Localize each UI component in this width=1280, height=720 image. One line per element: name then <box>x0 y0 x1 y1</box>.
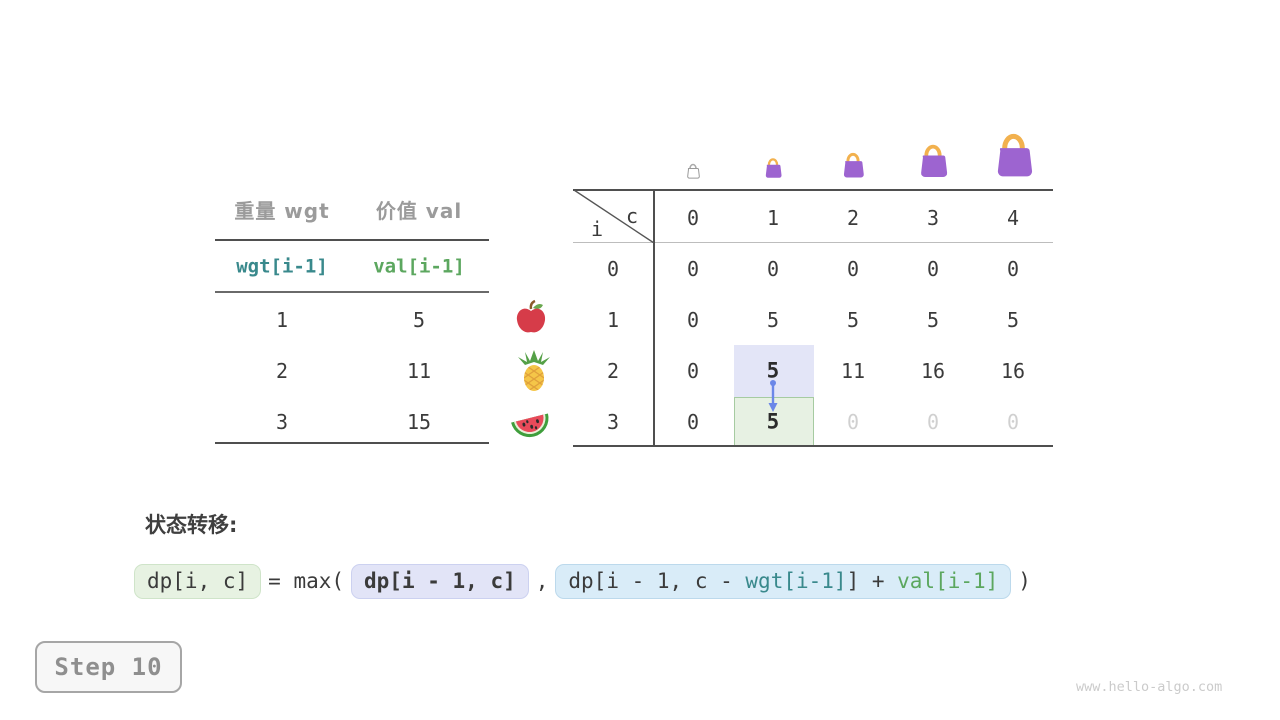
items-index-val: val[i-1] <box>373 255 465 278</box>
formula-arg2-val: val[i-1] <box>897 568 999 593</box>
state-transition-formula: dp[i, c] = max( dp[i - 1, c] , dp[i - 1,… <box>134 558 1038 604</box>
dp-row-header-1: 1 <box>606 308 620 332</box>
dp-cell-i0-c1: 0 <box>766 257 780 281</box>
apple-icon <box>516 299 546 333</box>
formula-arg2-box: dp[i - 1, c - wgt[i-1]] + val[i-1] <box>555 563 1012 599</box>
items-index-wgt: wgt[i-1] <box>236 255 328 278</box>
items-col-header-value: 价值 val <box>375 199 463 223</box>
formula-arg2-prefix: dp[i - 1, c - <box>568 568 746 593</box>
formula-comma: , <box>535 569 549 593</box>
bag-size2-icon <box>843 152 864 178</box>
items-table-rule-top <box>215 239 489 241</box>
formula-arg2-wgt: wgt[i-1] <box>745 568 847 593</box>
watermelon-icon <box>511 413 549 438</box>
bag-size3-icon <box>921 144 948 177</box>
formula-lhs-box: dp[i, c] <box>134 563 262 599</box>
items-col-header-weight: 重量 wgt <box>234 199 330 223</box>
items-table-rule-bottom <box>215 442 489 444</box>
item-3-weight: 3 <box>275 410 289 434</box>
dp-col-header-3: 3 <box>926 206 940 230</box>
dp-corner-row-var: i <box>590 217 604 241</box>
dp-cell-i1-c2: 5 <box>846 308 860 332</box>
dp-cell-i0-c3: 0 <box>926 257 940 281</box>
dp-cell-i2-c0: 0 <box>686 359 700 383</box>
formula-arg1-box: dp[i - 1, c] <box>351 563 529 599</box>
items-table-rule-mid <box>215 291 489 293</box>
dp-cell-i3-c3: 0 <box>926 410 940 434</box>
bag-size4-icon <box>997 133 1033 177</box>
dp-cell-i1-c0: 0 <box>686 308 700 332</box>
dp-cell-i0-c4: 0 <box>1006 257 1020 281</box>
formula-equals-max: = max( <box>268 569 345 593</box>
pineapple-icon <box>518 350 550 391</box>
step-badge: Step 10 <box>35 641 182 693</box>
watermark: www.hello-algo.com <box>1076 679 1223 695</box>
item-2-value: 11 <box>406 359 432 383</box>
item-2-weight: 2 <box>275 359 289 383</box>
dp-row-header-2: 2 <box>606 359 620 383</box>
item-1-weight: 1 <box>275 308 289 332</box>
dp-row-header-3: 3 <box>606 410 620 434</box>
item-3-value: 15 <box>406 410 432 434</box>
dp-col-header-1: 1 <box>766 206 780 230</box>
dp-cell-i2-c4: 16 <box>1000 359 1026 383</box>
dp-corner-diagonal <box>574 190 654 243</box>
dp-col-header-2: 2 <box>846 206 860 230</box>
dp-table-rule-header <box>573 242 1053 244</box>
dp-cell-i0-c2: 0 <box>846 257 860 281</box>
dp-row-header-0: 0 <box>606 257 620 281</box>
dp-table-rule-bottom <box>573 445 1053 447</box>
dp-cell-i2-c3: 16 <box>920 359 946 383</box>
state-transition-label: 状态转移: <box>145 513 238 537</box>
dp-cell-i2-c1-source: 5 <box>766 358 780 383</box>
dp-col-header-4: 4 <box>1006 206 1020 230</box>
item-1-value: 5 <box>412 308 426 332</box>
dp-cell-i3-c0: 0 <box>686 410 700 434</box>
dp-col-header-0: 0 <box>686 206 700 230</box>
dp-cell-i1-c1: 5 <box>766 308 780 332</box>
formula-arg2-mid: ] + <box>846 568 898 593</box>
dp-cell-i1-c3: 5 <box>926 308 940 332</box>
bag-empty-icon <box>687 163 700 179</box>
dp-cell-i1-c4: 5 <box>1006 308 1020 332</box>
dp-corner-col-var: c <box>625 204 639 228</box>
transition-arrow-icon <box>768 380 778 412</box>
dp-cell-i3-c1-target: 5 <box>766 409 780 434</box>
dp-cell-i3-c2: 0 <box>846 410 860 434</box>
formula-close-paren: ) <box>1018 569 1031 593</box>
dp-cell-i2-c2: 11 <box>840 359 866 383</box>
bag-size1-icon <box>765 158 782 178</box>
dp-table-rule-top <box>573 189 1053 191</box>
dp-cell-i3-c4: 0 <box>1006 410 1020 434</box>
dp-cell-i0-c0: 0 <box>686 257 700 281</box>
dp-table-rule-vertical <box>653 189 655 447</box>
